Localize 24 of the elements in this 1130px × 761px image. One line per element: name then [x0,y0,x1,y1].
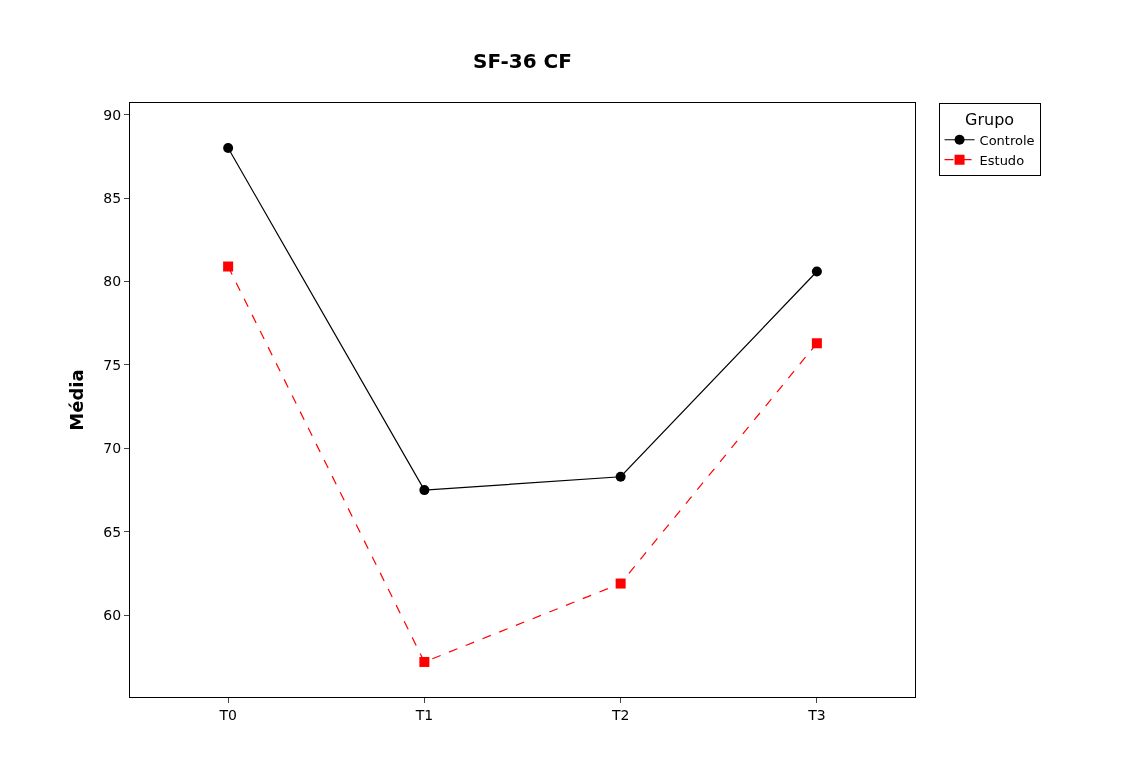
x-tick-label: T2 [610,706,630,723]
point [615,578,626,589]
y-tick-label: 70 [103,440,122,457]
point [223,261,234,272]
x-tick-label: T0 [218,706,237,723]
point [223,143,234,154]
legend-title: Grupo [965,109,1015,129]
point [419,485,430,496]
y-tick-label: 65 [103,523,122,540]
y-tick-label: 60 [103,607,122,624]
legend-label: Controle [979,132,1035,148]
y-tick-label: 90 [103,106,122,123]
x-tick-label: T1 [414,706,434,723]
x-tick-label: T3 [807,706,826,723]
y-tick-label: 80 [103,273,122,290]
y-tick-label: 85 [103,190,122,207]
legend-label: Estudo [979,152,1025,168]
y-tick-label: 75 [103,356,122,373]
point [811,338,822,349]
chart-title: SF-36 CF [473,48,572,73]
point [615,471,626,482]
point [811,266,822,277]
y-axis-title: Média [65,369,87,431]
point [419,656,430,667]
